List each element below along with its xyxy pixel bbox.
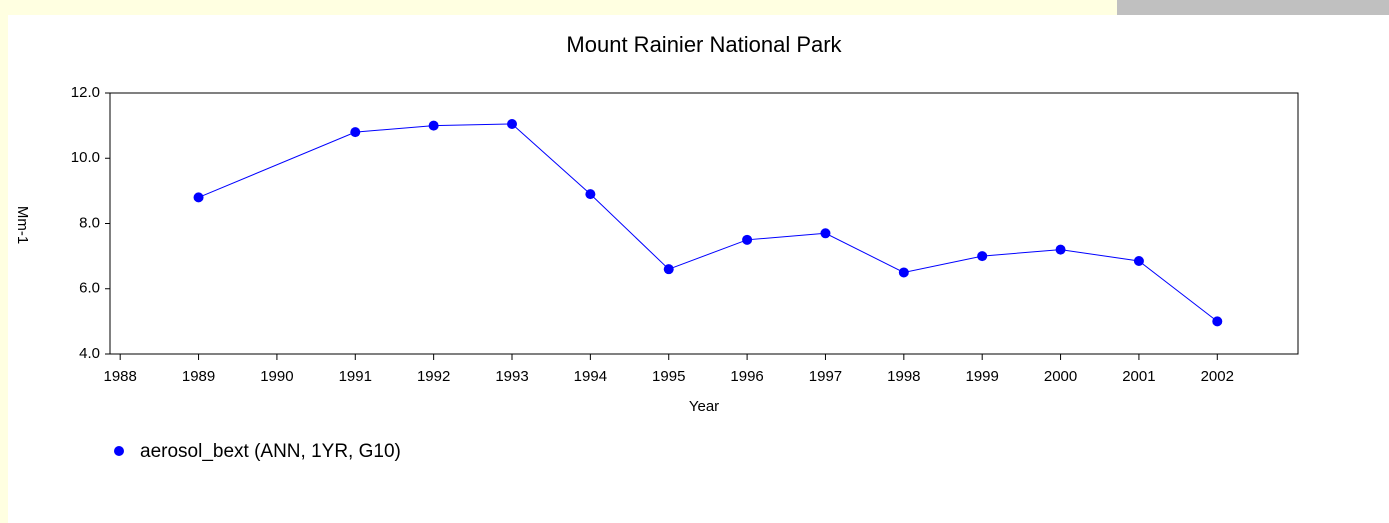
legend-marker xyxy=(114,446,124,456)
x-tick-label: 2002 xyxy=(1201,368,1234,385)
x-axis-label: Year xyxy=(689,398,719,415)
data-point xyxy=(507,118,518,129)
x-tick-label: 2000 xyxy=(1044,368,1077,385)
data-point xyxy=(193,192,204,203)
data-point xyxy=(350,127,361,138)
data-point xyxy=(1055,244,1066,255)
data-point xyxy=(977,251,988,262)
x-tick-label: 1992 xyxy=(417,368,450,385)
y-tick-label: 10.0 xyxy=(71,149,100,166)
x-tick-label: 1998 xyxy=(887,368,920,385)
legend-label: aerosol_bext (ANN, 1YR, G10) xyxy=(140,441,401,462)
y-tick-label: 4.0 xyxy=(79,345,100,362)
x-tick-label: 1994 xyxy=(574,368,607,385)
y-tick-label: 12.0 xyxy=(71,84,100,101)
data-point xyxy=(663,264,674,275)
data-point xyxy=(742,234,753,245)
chart-title: Mount Rainier National Park xyxy=(566,32,842,57)
chart-background xyxy=(8,15,1389,523)
x-tick-label: 1999 xyxy=(966,368,999,385)
x-tick-label: 1995 xyxy=(652,368,685,385)
x-tick-label: 1988 xyxy=(103,368,136,385)
data-point xyxy=(820,228,831,239)
data-point xyxy=(1212,316,1223,327)
x-tick-label: 1989 xyxy=(182,368,215,385)
y-tick-label: 8.0 xyxy=(79,214,100,231)
data-point xyxy=(898,267,909,278)
x-tick-label: 1991 xyxy=(339,368,372,385)
data-point xyxy=(1133,256,1144,267)
x-tick-label: 1997 xyxy=(809,368,842,385)
x-tick-label: 1996 xyxy=(730,368,763,385)
data-point xyxy=(585,189,596,200)
x-tick-label: 1990 xyxy=(260,368,293,385)
x-tick-label: 1993 xyxy=(495,368,528,385)
x-tick-label: 2001 xyxy=(1122,368,1155,385)
top-bar xyxy=(1117,0,1389,15)
y-axis-label: Mm-1 xyxy=(14,206,31,244)
y-tick-label: 6.0 xyxy=(79,280,100,297)
data-point xyxy=(428,120,439,131)
